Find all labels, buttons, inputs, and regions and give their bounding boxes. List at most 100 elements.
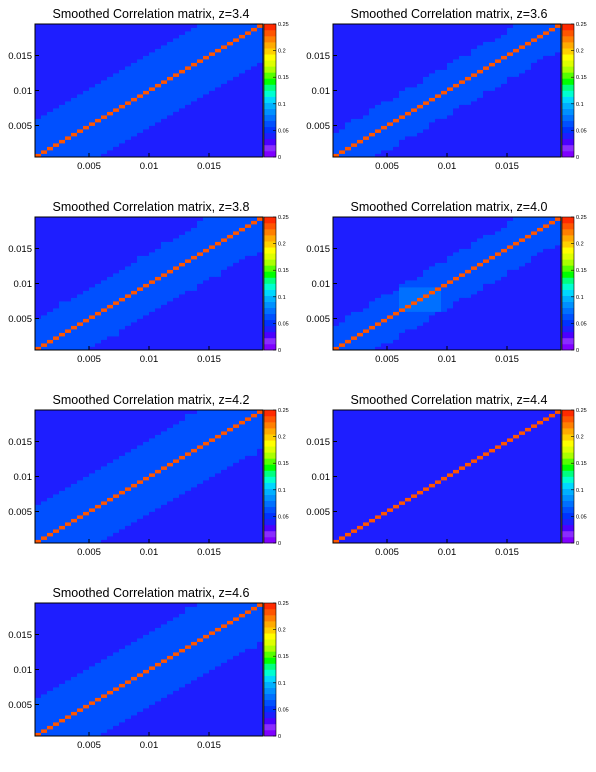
heatmap-cell <box>447 115 454 119</box>
heatmap-cell <box>161 287 168 291</box>
heatmap-cell <box>351 66 358 70</box>
heatmap-cell <box>59 294 66 298</box>
heatmap-cell <box>441 125 448 130</box>
heatmap-cell <box>101 24 108 28</box>
heatmap-cell <box>543 332 550 337</box>
heatmap-cell <box>59 241 66 246</box>
heatmap-cell <box>191 322 198 326</box>
heatmap-cell <box>113 280 120 284</box>
heatmap-cell <box>423 118 430 123</box>
heatmap-cell <box>179 87 186 91</box>
diagonal-cell <box>185 66 192 70</box>
heatmap-cell <box>149 146 156 151</box>
heatmap-cell <box>525 48 532 53</box>
heatmap-cell <box>513 136 520 140</box>
heatmap-cell <box>203 146 210 151</box>
heatmap-cell <box>137 34 144 39</box>
heatmap-cell <box>227 122 234 126</box>
heatmap-cell <box>363 90 370 95</box>
heatmap-cell <box>125 153 132 158</box>
heatmap-cell <box>525 322 532 326</box>
heatmap-cell <box>53 290 60 295</box>
heatmap-cell <box>107 238 114 242</box>
heatmap-cell <box>101 234 108 239</box>
heatmap-cell <box>161 38 168 42</box>
heatmap-cell <box>113 87 120 91</box>
heatmap-cell <box>363 343 370 347</box>
heatmap-cell <box>155 238 162 242</box>
heatmap-cell <box>71 48 78 53</box>
heatmap-cell <box>239 231 246 235</box>
heatmap-cell <box>173 276 180 281</box>
heatmap-cell <box>239 108 246 112</box>
heatmap-cell <box>161 153 168 158</box>
heatmap-cell <box>185 304 192 309</box>
heatmap-cell <box>197 332 204 337</box>
heatmap-cell <box>471 62 478 67</box>
heatmap-cell <box>137 255 144 260</box>
heatmap-cell <box>429 129 436 133</box>
heatmap-cell <box>441 97 448 102</box>
color-bar-step <box>264 343 276 351</box>
diagonal-cell <box>363 136 370 140</box>
heatmap-cell <box>369 318 376 323</box>
heatmap-cell <box>531 115 538 119</box>
color-bar-step <box>264 301 276 308</box>
heatmap-cell <box>245 38 252 42</box>
heatmap-cell <box>215 283 222 288</box>
heatmap-cell <box>113 129 120 133</box>
heatmap-cell <box>113 231 120 235</box>
heatmap-cell <box>345 332 352 337</box>
heatmap-cell <box>197 304 204 309</box>
heatmap-cell <box>77 153 84 158</box>
heatmap-cell <box>35 318 42 323</box>
heatmap-cell <box>113 55 120 60</box>
heatmap-cell <box>399 59 406 63</box>
heatmap-cell <box>239 76 246 81</box>
heatmap-cell <box>125 238 132 242</box>
heatmap-cell <box>453 31 460 35</box>
diagonal-cell <box>95 311 102 316</box>
heatmap-cell <box>363 55 370 60</box>
heatmap-cell <box>89 336 96 340</box>
heatmap-cell <box>549 339 556 344</box>
heatmap-cell <box>83 276 90 281</box>
heatmap-cell <box>35 238 42 242</box>
heatmap-cell <box>131 294 138 298</box>
heatmap-cell <box>155 224 162 228</box>
heatmap-cell <box>435 45 442 49</box>
heatmap-cell <box>41 132 48 137</box>
heatmap-cell <box>239 329 246 333</box>
heatmap-cell <box>155 31 162 35</box>
heatmap-cell <box>125 304 132 309</box>
heatmap-cell <box>369 332 376 337</box>
heatmap-cell <box>363 336 370 340</box>
heatmap-cell <box>113 217 120 221</box>
heatmap-cell <box>489 59 496 63</box>
heatmap-cell <box>125 311 132 316</box>
heatmap-cell <box>161 269 168 274</box>
heatmap-cell <box>149 262 156 267</box>
heatmap-cell <box>59 318 66 323</box>
heatmap-cell <box>555 108 562 112</box>
heatmap-cell <box>221 94 228 98</box>
heatmap-cell <box>77 339 84 344</box>
heatmap-cell <box>537 55 544 60</box>
heatmap-cell <box>233 241 240 246</box>
heatmap-cell <box>113 69 120 74</box>
heatmap-cell <box>441 31 448 35</box>
diagonal-cell <box>35 346 42 351</box>
heatmap-cell <box>339 41 346 46</box>
heatmap-cell <box>185 132 192 137</box>
heatmap-cell <box>531 308 538 312</box>
heatmap-cell <box>161 217 168 221</box>
heatmap-cell <box>203 308 210 312</box>
heatmap-cell <box>233 80 240 84</box>
heatmap-cell <box>453 90 460 95</box>
heatmap-cell <box>239 69 246 74</box>
heatmap-cell <box>233 66 240 70</box>
heatmap-cell <box>167 125 174 130</box>
heatmap-cell <box>155 59 162 63</box>
color-bar-step <box>264 253 276 260</box>
heatmap-cell <box>459 150 466 154</box>
